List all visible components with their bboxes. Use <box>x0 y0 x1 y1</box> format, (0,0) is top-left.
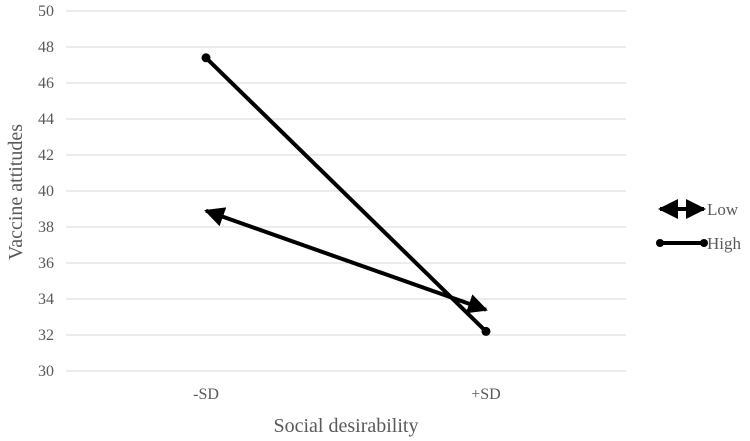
y-tick-label: 36 <box>38 255 54 272</box>
legend-label-high: High <box>707 234 742 253</box>
y-tick-label: 34 <box>38 291 54 308</box>
legend-dot <box>656 239 664 247</box>
y-tick-label: 38 <box>38 219 54 236</box>
y-tick-label: 46 <box>38 75 54 92</box>
legend-item-low: Low <box>658 199 739 219</box>
legend-label-low: Low <box>707 200 739 219</box>
gridlines <box>66 10 626 372</box>
legend: Low High <box>656 199 742 253</box>
y-tick-label: 30 <box>38 363 54 380</box>
data-point-high <box>481 326 491 336</box>
legend-dot <box>700 239 708 247</box>
y-tick-labels: 30 32 34 36 38 40 42 44 46 48 50 <box>38 3 54 380</box>
y-tick-label: 44 <box>38 111 54 128</box>
data-point-high <box>201 53 211 63</box>
y-tick-label: 40 <box>38 183 54 200</box>
x-axis-title: Social desirability <box>274 415 419 437</box>
series-line-low <box>204 207 488 314</box>
x-tick-label: -SD <box>193 386 219 403</box>
y-tick-label: 32 <box>38 327 54 344</box>
x-tick-label: +SD <box>471 386 500 403</box>
y-tick-label: 48 <box>38 39 54 56</box>
y-tick-label: 50 <box>38 3 54 20</box>
y-axis-title: Vaccine attitudes <box>5 124 27 260</box>
series-lines <box>201 53 491 336</box>
y-tick-label: 42 <box>38 147 54 164</box>
series-line-high <box>204 56 488 333</box>
x-tick-labels: -SD +SD <box>193 386 501 403</box>
legend-item-high: High <box>656 234 742 253</box>
